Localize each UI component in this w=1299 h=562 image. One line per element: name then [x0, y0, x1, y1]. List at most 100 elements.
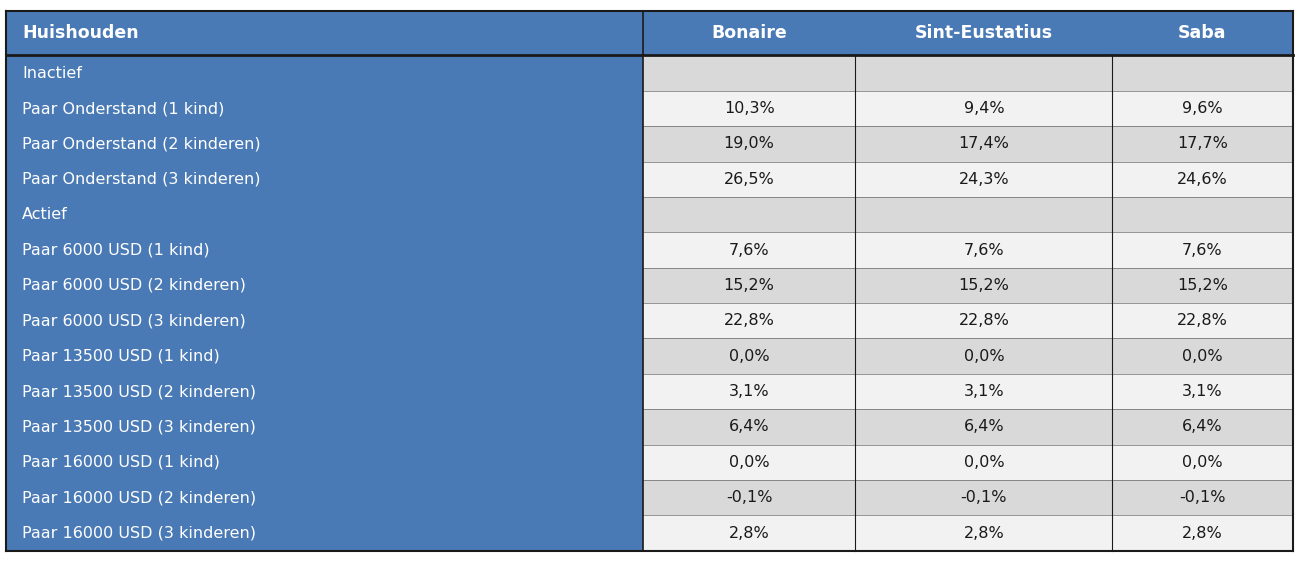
Text: Paar 6000 USD (2 kinderen): Paar 6000 USD (2 kinderen) [22, 278, 246, 293]
Text: 2,8%: 2,8% [1182, 525, 1222, 541]
Text: 6,4%: 6,4% [729, 419, 769, 434]
Text: 7,6%: 7,6% [729, 243, 769, 257]
Text: 6,4%: 6,4% [964, 419, 1004, 434]
Bar [6, 268, 643, 303]
Bar [1112, 162, 1293, 197]
Bar [643, 91, 855, 126]
Text: 17,7%: 17,7% [1177, 137, 1228, 151]
Text: 2,8%: 2,8% [729, 525, 769, 541]
Bar [643, 162, 855, 197]
Bar [6, 338, 643, 374]
Bar [643, 11, 855, 56]
Bar [1112, 515, 1293, 551]
Text: 0,0%: 0,0% [964, 348, 1004, 364]
Text: 22,8%: 22,8% [959, 313, 1009, 328]
Bar [855, 232, 1112, 268]
Bar [643, 374, 855, 409]
Bar [643, 232, 855, 268]
Bar [855, 268, 1112, 303]
Text: Actief: Actief [22, 207, 68, 222]
Bar [855, 338, 1112, 374]
Text: 24,3%: 24,3% [959, 172, 1009, 187]
Bar [1112, 409, 1293, 445]
Text: Paar 13500 USD (3 kinderen): Paar 13500 USD (3 kinderen) [22, 419, 256, 434]
Text: 15,2%: 15,2% [724, 278, 774, 293]
Bar [643, 56, 855, 91]
Bar [643, 268, 855, 303]
Text: 3,1%: 3,1% [1182, 384, 1222, 399]
Bar [6, 56, 643, 91]
Text: 6,4%: 6,4% [1182, 419, 1222, 434]
Text: 24,6%: 24,6% [1177, 172, 1228, 187]
Text: 0,0%: 0,0% [1182, 348, 1222, 364]
Bar [855, 303, 1112, 338]
Bar [6, 409, 643, 445]
Bar [1112, 268, 1293, 303]
Text: 22,8%: 22,8% [724, 313, 774, 328]
Bar [855, 91, 1112, 126]
Bar [643, 480, 855, 515]
Text: Paar 6000 USD (1 kind): Paar 6000 USD (1 kind) [22, 243, 209, 257]
Text: -0,1%: -0,1% [726, 490, 773, 505]
Text: Paar Onderstand (2 kinderen): Paar Onderstand (2 kinderen) [22, 137, 261, 151]
Bar [855, 515, 1112, 551]
Text: 22,8%: 22,8% [1177, 313, 1228, 328]
Bar [6, 480, 643, 515]
Bar [6, 91, 643, 126]
Bar [855, 126, 1112, 162]
Bar [6, 162, 643, 197]
Bar [1112, 197, 1293, 232]
Bar [643, 338, 855, 374]
Bar [1112, 11, 1293, 56]
Bar [6, 515, 643, 551]
Text: 7,6%: 7,6% [1182, 243, 1222, 257]
Bar [855, 162, 1112, 197]
Text: 0,0%: 0,0% [964, 455, 1004, 470]
Text: 2,8%: 2,8% [964, 525, 1004, 541]
Bar [1112, 91, 1293, 126]
Bar [6, 445, 643, 480]
Bar [1112, 445, 1293, 480]
Bar [643, 445, 855, 480]
Text: 19,0%: 19,0% [724, 137, 774, 151]
Text: Paar 6000 USD (3 kinderen): Paar 6000 USD (3 kinderen) [22, 313, 246, 328]
Bar [855, 480, 1112, 515]
Text: 15,2%: 15,2% [1177, 278, 1228, 293]
Text: Huishouden: Huishouden [22, 24, 139, 42]
Text: Inactief: Inactief [22, 66, 82, 81]
Text: 3,1%: 3,1% [964, 384, 1004, 399]
Text: Paar 13500 USD (1 kind): Paar 13500 USD (1 kind) [22, 348, 220, 364]
Text: Paar 16000 USD (3 kinderen): Paar 16000 USD (3 kinderen) [22, 525, 256, 541]
Bar [6, 11, 1293, 56]
Bar [6, 374, 643, 409]
Bar [6, 11, 643, 56]
Text: -0,1%: -0,1% [1179, 490, 1226, 505]
Text: Bonaire: Bonaire [712, 24, 787, 42]
Text: 0,0%: 0,0% [729, 348, 769, 364]
Bar [855, 409, 1112, 445]
Bar [643, 126, 855, 162]
Bar [1112, 232, 1293, 268]
Text: -0,1%: -0,1% [961, 490, 1007, 505]
Bar [6, 197, 643, 232]
Text: 7,6%: 7,6% [964, 243, 1004, 257]
Bar [1112, 126, 1293, 162]
Text: Sint-Eustatius: Sint-Eustatius [914, 24, 1053, 42]
Bar [1112, 480, 1293, 515]
Text: 17,4%: 17,4% [959, 137, 1009, 151]
Bar [855, 374, 1112, 409]
Bar [6, 232, 643, 268]
Bar [855, 11, 1112, 56]
Bar [6, 126, 643, 162]
Bar [1112, 338, 1293, 374]
Text: Paar 13500 USD (2 kinderen): Paar 13500 USD (2 kinderen) [22, 384, 256, 399]
Bar [855, 445, 1112, 480]
Text: Paar 16000 USD (1 kind): Paar 16000 USD (1 kind) [22, 455, 220, 470]
Bar [643, 197, 855, 232]
Text: 10,3%: 10,3% [724, 101, 774, 116]
Text: 9,4%: 9,4% [964, 101, 1004, 116]
Text: Paar 16000 USD (2 kinderen): Paar 16000 USD (2 kinderen) [22, 490, 256, 505]
Text: 26,5%: 26,5% [724, 172, 774, 187]
Bar [6, 303, 643, 338]
Text: Paar Onderstand (3 kinderen): Paar Onderstand (3 kinderen) [22, 172, 261, 187]
